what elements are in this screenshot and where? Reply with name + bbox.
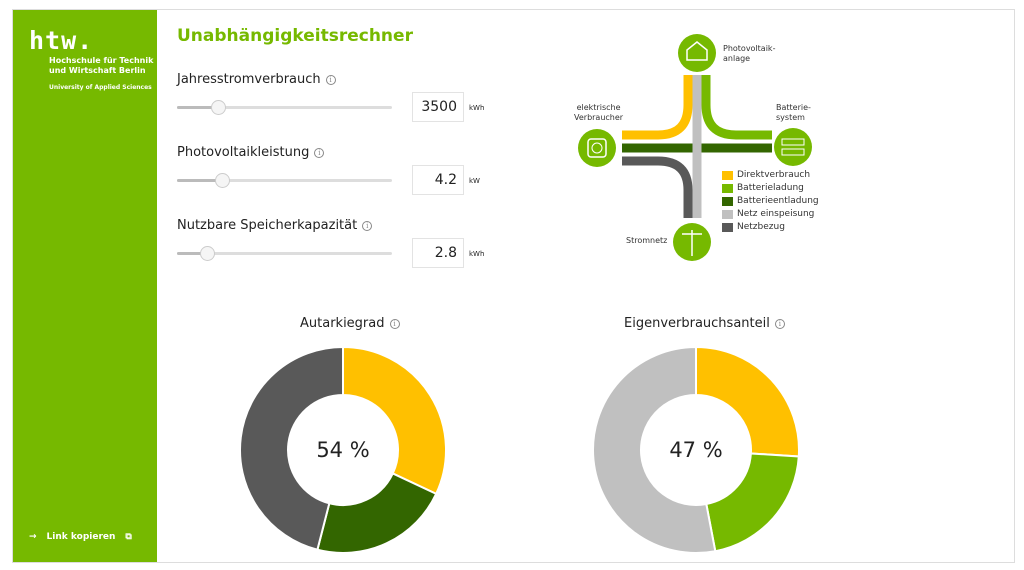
copy-link-label: Link kopieren [46,532,116,542]
input-group: Nutzbare Speicherkapazität i 2.8 kWh [177,218,497,268]
donut-slice-netzbezug [239,345,344,551]
legend-item: Batterieentladung [722,196,819,206]
legend-swatch [722,222,733,232]
unit-label: kWh [469,250,485,258]
copy-link-button[interactable]: → Link kopieren ⧉ [29,532,132,542]
legend-label: Batterieladung [737,183,804,193]
legend-swatch [722,183,733,193]
pv-house-icon [678,34,716,72]
legend-item: Direktverbrauch [722,170,810,180]
unit-label: kW [469,177,480,185]
flow-direktverbrauch [622,75,693,140]
legend-item: Netzbezug [722,222,785,232]
slider-thumb[interactable] [200,246,216,261]
legend-item: Batterieladung [722,183,804,193]
copy-icon: ⧉ [125,532,132,542]
legend-swatch [722,209,733,219]
page-title: Unabhängigkeitsrechner [177,26,413,46]
flow-batterieladung [701,75,772,140]
chart-title: Autarkiegrad i [300,316,400,331]
value-input[interactable]: 3500 [412,92,464,122]
consumers-label: elektrische Verbraucher [574,103,624,122]
legend-label: Netz einspeisung [737,209,815,219]
info-icon[interactable]: i [362,220,373,231]
university-english: University of Applied Sciences [49,84,152,91]
slider[interactable] [177,173,392,188]
donut-slice-netz-einspeisung [592,345,717,554]
slider-thumb[interactable] [215,173,231,188]
input-group: Jahresstromverbrauch i 3500 kWh [177,72,497,122]
input-label: Photovoltaikleistung [177,145,310,160]
chart-center-value: 54 % [316,438,370,462]
input-group: Photovoltaikleistung i 4.2 kW [177,145,497,195]
donut-slice-direktverbrauch [342,345,447,496]
htw-logo: htw. [29,26,94,55]
legend-label: Batterieentladung [737,196,819,206]
value-input[interactable]: 2.8 [412,238,464,268]
legend-label: Direktverbrauch [737,170,811,180]
app-frame [12,9,1015,563]
donut-slice-batterieladung [705,452,800,553]
arrow-right-icon: → [29,532,37,542]
unit-label: kWh [469,104,485,112]
legend-label: Netzbezug [737,222,785,232]
legend-swatch [722,170,733,180]
socket-icon [578,129,616,167]
legend-item: Netz einspeisung [722,209,814,219]
info-icon[interactable]: i [314,147,325,158]
slider[interactable] [177,246,392,261]
chart-title: Eigenverbrauchsanteil i [624,316,785,331]
slider[interactable] [177,100,392,115]
energy-flow-diagram [578,34,812,261]
value-input[interactable]: 4.2 [412,165,464,195]
legend-swatch [722,196,733,206]
pv-label: Photovoltaik- anlage [723,44,776,63]
info-icon[interactable]: i [325,74,336,85]
university-name: Hochschule für Technik und Wirtschaft Be… [49,56,154,75]
chart-center-value: 47 % [669,438,723,462]
grid-label: Stromnetz [626,236,668,245]
donut-slice-direktverbrauch [695,345,800,458]
info-icon[interactable]: i [774,318,785,329]
battery-icon [774,128,812,166]
flow-netzbezug [622,156,693,218]
sidebar: htw. Hochschule für Technik und Wirtscha… [13,10,157,562]
info-icon[interactable]: i [389,318,400,329]
slider-thumb[interactable] [210,100,226,115]
input-label: Nutzbare Speicherkapazität [177,218,358,233]
battery-label: Batterie- system [776,103,811,122]
input-label: Jahresstromverbrauch [177,72,321,87]
